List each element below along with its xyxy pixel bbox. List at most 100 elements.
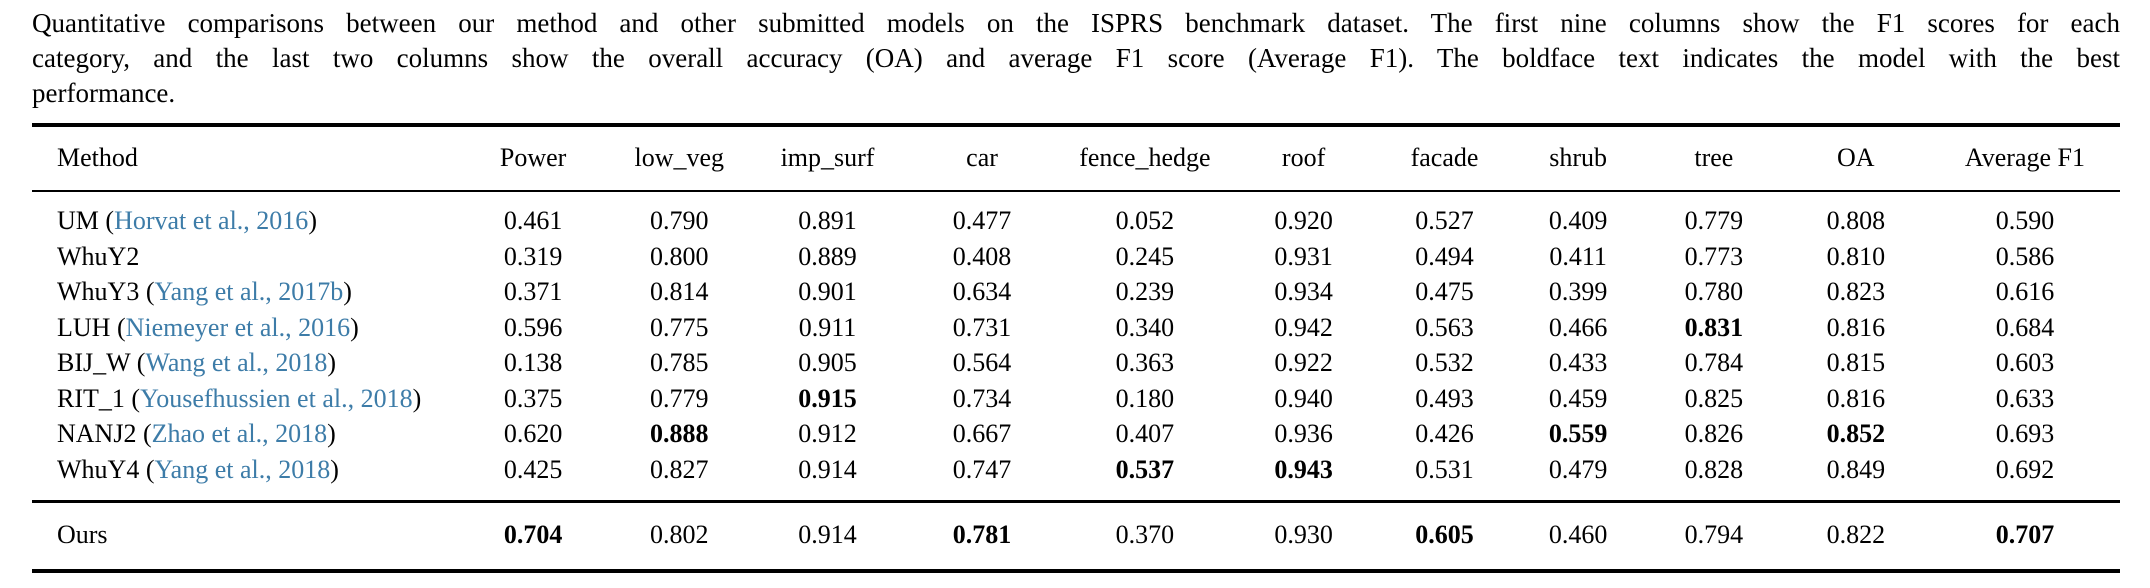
table-body: UM (Horvat et al., 2016) 0.461 0.790 0.891 0… [32, 191, 2120, 502]
score-cell: 0.889 [798, 241, 857, 271]
score-cell: 0.773 [1684, 241, 1744, 271]
score-cell: 0.371 [503, 277, 563, 306]
column-header-roof: roof [1228, 125, 1379, 192]
citation-link[interactable]: Yang et al., 2018 [154, 454, 331, 484]
score-cell: 0.822 [1826, 520, 1886, 549]
score-cell: 0.363 [1115, 348, 1175, 377]
table-row: WhuY2 0.319 0.800 0.889 0.408 0.245 0.931 0.494… [32, 239, 2120, 275]
table-row: LUH (Niemeyer et al., 2016) 0.596 0.775 0.9… [32, 310, 2120, 346]
score-cell: 0.779 [1684, 206, 1744, 235]
score-cell: 0.616 [1995, 277, 2055, 306]
score-cell: 0.905 [798, 348, 857, 377]
score-cell: 0.563 [1415, 312, 1474, 342]
score-cell: 0.537 [1115, 454, 1175, 484]
score-cell: 0.461 [503, 206, 563, 235]
score-cell: 0.426 [1415, 419, 1474, 448]
score-cell: 0.477 [952, 206, 1012, 235]
score-cell: 0.634 [952, 277, 1012, 306]
column-header-tree: tree [1645, 125, 1782, 192]
method-cell: UM (Horvat et al., 2016) [57, 206, 317, 235]
score-cell: 0.466 [1548, 312, 1608, 342]
score-cell: 0.914 [798, 454, 857, 484]
score-cell: 0.704 [503, 520, 563, 549]
method-cell: NANJ2 (Zhao et al., 2018) [57, 419, 336, 448]
table-row: WhuY4 (Yang et al., 2018) 0.425 0.827 0.914… [32, 452, 2120, 502]
citation-link[interactable]: Yang et al., 2017b [154, 277, 344, 306]
score-cell: 0.943 [1274, 454, 1333, 484]
column-header-facade: facade [1378, 125, 1511, 192]
score-cell: 0.408 [952, 241, 1012, 271]
score-cell: 0.559 [1548, 419, 1608, 448]
score-cell: 0.810 [1826, 241, 1886, 271]
score-cell: 0.411 [1549, 241, 1607, 271]
score-cell: 0.531 [1415, 454, 1474, 484]
score-cell: 0.888 [650, 419, 709, 448]
method-name: WhuY2 [57, 241, 140, 271]
method-cell: RIT_1 (Yousefhussien et al., 2018) [57, 383, 422, 413]
method-cell: LUH (Niemeyer et al., 2016) [57, 312, 359, 342]
score-cell: 0.375 [503, 383, 563, 413]
score-cell: 0.370 [1115, 520, 1175, 549]
method-name: RIT_1 [57, 383, 125, 413]
score-cell: 0.826 [1684, 419, 1744, 448]
score-cell: 0.940 [1274, 383, 1333, 413]
score-cell: 0.493 [1415, 383, 1474, 413]
table-row: NANJ2 (Zhao et al., 2018) 0.620 0.888 0.912… [32, 416, 2120, 452]
score-cell: 0.828 [1684, 454, 1744, 484]
score-cell: 0.911 [798, 312, 857, 342]
method-name: WhuY3 [57, 277, 140, 306]
benchmark-results-table: Method Power low_veg imp_surf car fence_… [32, 123, 2120, 573]
method-cell: WhuY4 (Yang et al., 2018) [57, 454, 339, 484]
score-cell: 0.816 [1826, 312, 1886, 342]
score-cell: 0.794 [1684, 520, 1744, 549]
citation-link[interactable]: Zhao et al., 2018 [151, 419, 328, 448]
header-row: Method Power low_veg imp_surf car fence_… [32, 125, 2120, 192]
paper-table-figure: Quantitative comparisons between our met… [32, 0, 2120, 573]
citation-link[interactable]: Niemeyer et al., 2016 [125, 312, 351, 342]
table-row: BIJ_W (Wang et al., 2018) 0.138 0.785 0.905… [32, 345, 2120, 381]
score-cell: 0.815 [1826, 348, 1886, 377]
caption-line-3: performance. [32, 78, 176, 108]
table-caption: Quantitative comparisons between our met… [32, 6, 2120, 111]
citation-link[interactable]: Horvat et al., 2016 [114, 206, 309, 235]
caption-line-2: category, and the last two columns show … [32, 43, 2120, 73]
score-cell: 0.915 [798, 383, 857, 413]
score-cell: 0.245 [1115, 241, 1175, 271]
method-name: LUH [57, 312, 111, 342]
column-header-fence-hedge: fence_hedge [1061, 125, 1229, 192]
score-cell: 0.827 [650, 454, 709, 484]
column-header-oa: OA [1781, 125, 1930, 192]
column-header-method: Method [32, 125, 461, 192]
citation-link[interactable]: Wang et al., 2018 [145, 348, 328, 377]
score-cell: 0.922 [1274, 348, 1333, 377]
score-cell: 0.407 [1115, 419, 1175, 448]
method-cell: WhuY2 [32, 239, 460, 275]
score-cell: 0.409 [1548, 206, 1608, 235]
score-cell: 0.779 [650, 383, 709, 413]
score-cell: 0.942 [1274, 312, 1333, 342]
score-cell: 0.731 [952, 312, 1012, 342]
score-cell: 0.831 [1684, 312, 1744, 342]
score-cell: 0.800 [650, 241, 709, 271]
score-cell: 0.605 [1415, 520, 1474, 549]
score-cell: 0.914 [798, 520, 857, 549]
score-cell: 0.930 [1274, 520, 1333, 549]
method-name: UM [57, 206, 99, 235]
score-cell: 0.849 [1826, 454, 1886, 484]
method-cell: Ours [32, 502, 460, 572]
score-cell: 0.684 [1995, 312, 2055, 342]
table-row: UM (Horvat et al., 2016) 0.461 0.790 0.891 0… [32, 191, 2120, 239]
citation-link[interactable]: Yousefhussien et al., 2018 [140, 383, 413, 413]
score-cell: 0.494 [1415, 241, 1474, 271]
score-cell: 0.823 [1826, 277, 1886, 306]
ours-row-section: Ours 0.704 0.802 0.914 0.781 0.370 0.930 0.605 0… [32, 501, 2120, 572]
score-cell: 0.460 [1548, 520, 1608, 549]
score-cell: 0.912 [798, 419, 857, 448]
method-cell: WhuY3 (Yang et al., 2017b) [57, 277, 352, 306]
score-cell: 0.747 [952, 454, 1012, 484]
method-name: Ours [57, 520, 108, 549]
score-cell: 0.596 [503, 312, 563, 342]
score-cell: 0.532 [1415, 348, 1474, 377]
score-cell: 0.319 [503, 241, 563, 271]
caption-line-1: Quantitative comparisons between our met… [32, 8, 2120, 38]
